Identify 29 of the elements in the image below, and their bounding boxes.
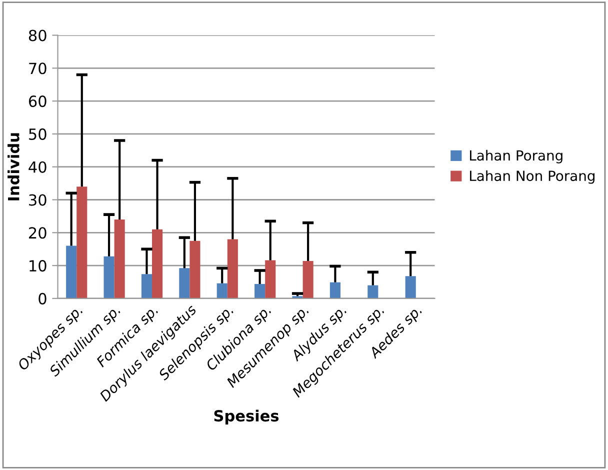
y-tick-label: 70 (29, 62, 46, 74)
bar (330, 282, 340, 298)
bar (66, 246, 77, 298)
legend-label: Lahan Porang (470, 150, 562, 164)
bar (179, 268, 190, 298)
y-axis-title: Individu (8, 133, 20, 200)
bar (405, 276, 416, 298)
legend-label: Lahan Non Porang (470, 170, 594, 184)
bar (190, 240, 200, 298)
bar (216, 283, 228, 298)
y-tick-label: 40 (28, 161, 46, 173)
bar (76, 186, 88, 298)
bar (114, 219, 125, 298)
bar (302, 260, 314, 298)
bar (265, 260, 276, 298)
bar (368, 285, 378, 298)
bar (254, 284, 266, 298)
bar (152, 229, 163, 298)
y-tick-label: 30 (29, 194, 46, 206)
y-tick-label: 80 (28, 30, 46, 42)
y-tick-label: 20 (29, 227, 46, 239)
x-axis-title: Spesies (214, 410, 279, 425)
y-tick-label: 0 (38, 292, 46, 304)
bar (104, 256, 114, 298)
bar (141, 274, 152, 298)
y-tick-label: 10 (30, 260, 46, 272)
bar (227, 239, 238, 298)
y-tick-label: 60 (28, 96, 46, 108)
y-tick-label: 50 (29, 128, 46, 140)
